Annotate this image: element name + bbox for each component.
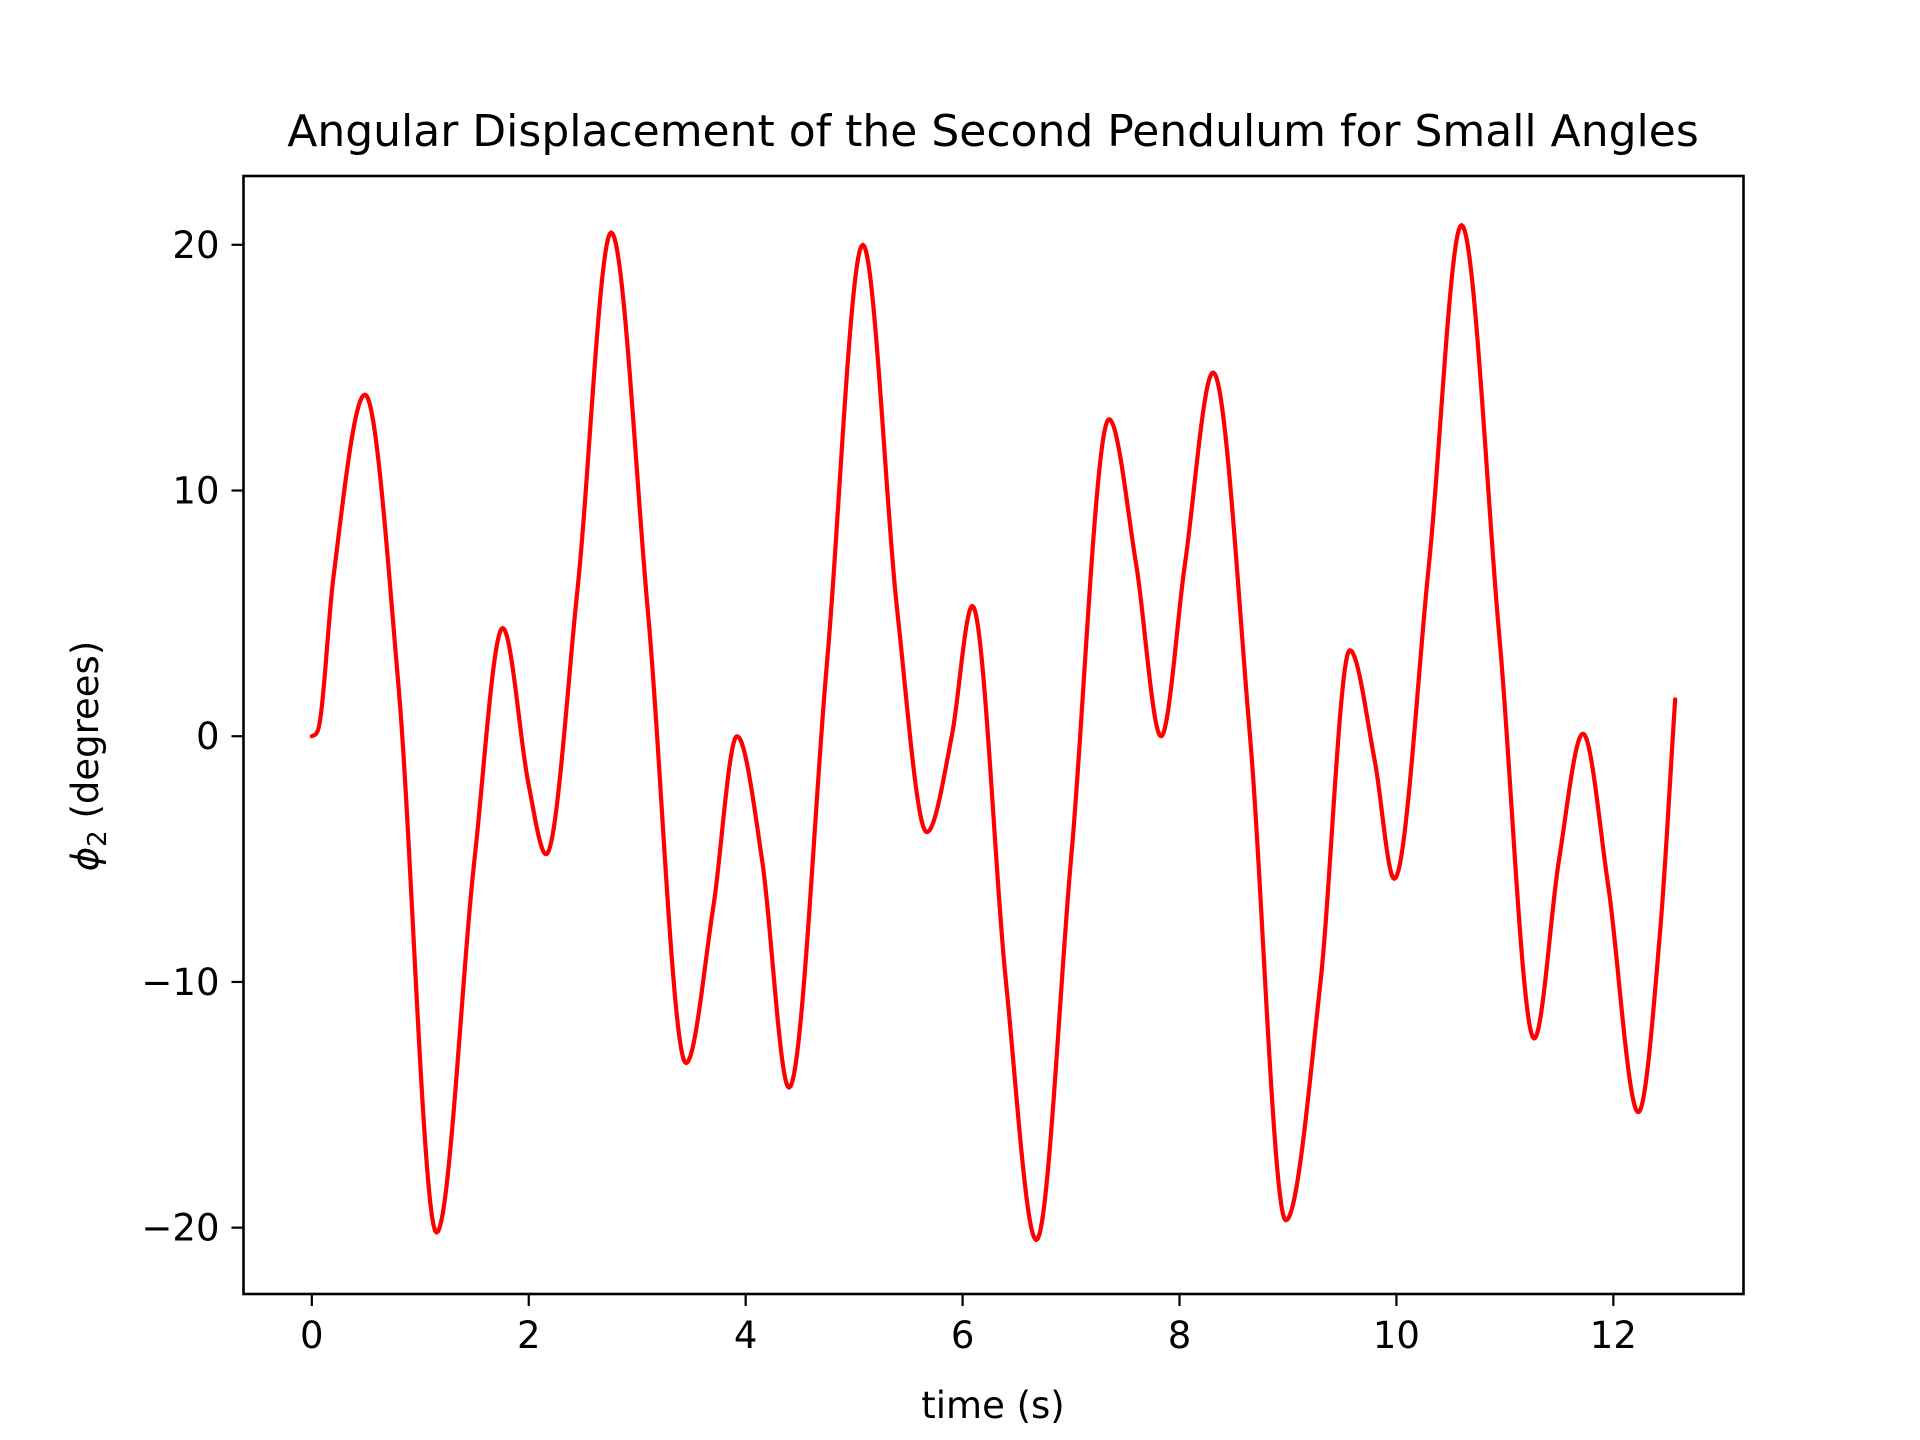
series-line-phi2 (309, 223, 1678, 1243)
svg-text:ϕ2 (degrees): ϕ2 (degrees) (64, 641, 113, 872)
x-tick-label: 12 (1590, 1314, 1637, 1357)
x-tick-label: 10 (1373, 1314, 1420, 1357)
y-tick-label: 10 (172, 470, 219, 513)
y-tick-label: −20 (141, 1207, 219, 1250)
y-tick-label: 20 (172, 224, 219, 267)
y-axis-label: ϕ2 (degrees) (64, 641, 113, 872)
x-axis-label: time (s) (921, 1384, 1065, 1427)
x-tick-label: 2 (517, 1314, 541, 1357)
y-axis-label-text: (degrees) (64, 641, 107, 831)
y-axis-label-subscript: 2 (83, 830, 113, 847)
y-tick-label: 0 (196, 715, 220, 758)
x-tick-label: 8 (1168, 1314, 1192, 1357)
y-tick-label: −10 (141, 961, 219, 1004)
plot-area-frame (242, 174, 1745, 1296)
x-tick-label: 0 (300, 1314, 324, 1357)
x-tick-label: 6 (951, 1314, 975, 1357)
y-axis-label-symbol: ϕ (64, 847, 107, 871)
chart-title: Angular Displacement of the Second Pendu… (287, 106, 1699, 157)
x-tick-label: 4 (734, 1314, 758, 1357)
